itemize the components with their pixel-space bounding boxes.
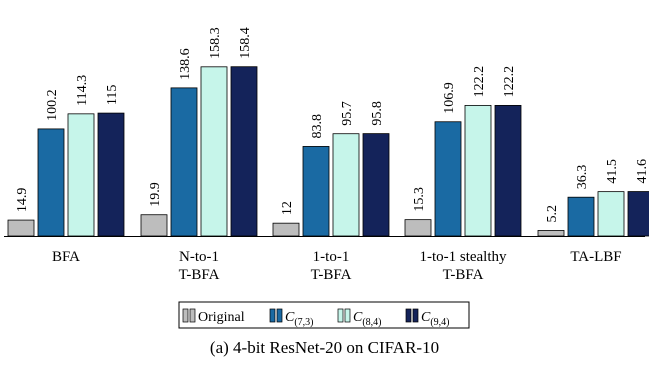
legend-swatch-a bbox=[182, 308, 189, 323]
bar-5-3 bbox=[597, 191, 625, 237]
legend-label: Original bbox=[198, 310, 245, 325]
value-label: 14.9 bbox=[15, 188, 30, 213]
legend-swatch-a bbox=[337, 308, 344, 323]
bar-2-2 bbox=[170, 87, 198, 237]
bar-2-4 bbox=[230, 66, 258, 237]
value-label: 158.4 bbox=[238, 27, 253, 59]
figure-caption: (a) 4-bit ResNet-20 on CIFAR-10 bbox=[209, 338, 440, 357]
legend-label: C(8,4) bbox=[353, 310, 382, 328]
value-label: 36.3 bbox=[575, 165, 590, 190]
bar-5-4 bbox=[627, 191, 649, 237]
value-label: 19.9 bbox=[148, 182, 163, 207]
bar-3-2 bbox=[302, 146, 330, 237]
bar-chart: 14.9 100.2 114.3 115 BFA 19.9 138.6 158.3 158.4 N… bbox=[4, 27, 649, 329]
value-label: 106.9 bbox=[442, 82, 457, 114]
value-label: 83.8 bbox=[310, 114, 325, 139]
value-label: 115 bbox=[105, 85, 120, 105]
category-label: T-BFA bbox=[311, 267, 352, 283]
legend-swatch-b bbox=[412, 308, 419, 323]
value-label: 41.6 bbox=[635, 159, 649, 184]
bar-4-2 bbox=[434, 121, 462, 237]
value-label: 41.5 bbox=[605, 159, 620, 184]
value-label: 5.2 bbox=[545, 205, 560, 223]
legend-label: C(7,3) bbox=[285, 310, 314, 328]
legend-swatch-a bbox=[269, 308, 276, 323]
value-label: 100.2 bbox=[45, 89, 60, 121]
legend-swatch-a bbox=[405, 308, 412, 323]
bar-3-3 bbox=[332, 133, 360, 237]
legend-swatch-b bbox=[189, 308, 196, 323]
bar-1-3 bbox=[67, 113, 95, 237]
category-label: 1-to-1 bbox=[313, 249, 350, 265]
bar-5-1 bbox=[537, 230, 565, 237]
bar-4-4 bbox=[494, 104, 522, 237]
value-label: 12 bbox=[280, 201, 295, 215]
category-label: T-BFA bbox=[179, 267, 220, 283]
bar-4-3 bbox=[464, 104, 492, 237]
legend-swatch-b bbox=[344, 308, 351, 323]
category-label: BFA bbox=[52, 249, 80, 265]
legend-swatch-b bbox=[276, 308, 283, 323]
category-label: 1-to-1 stealthy bbox=[419, 249, 507, 265]
category-label: T-BFA bbox=[443, 267, 484, 283]
value-label: 95.7 bbox=[340, 101, 355, 126]
value-label: 95.8 bbox=[370, 101, 385, 126]
bar-1-1 bbox=[7, 219, 35, 237]
legend: Original C(7,3) C(8,4) C(9,4) bbox=[178, 301, 470, 329]
category-label: TA-LBF bbox=[570, 249, 621, 265]
value-label: 138.6 bbox=[178, 48, 193, 80]
bar-3-4 bbox=[362, 133, 390, 237]
bar-2-1 bbox=[140, 214, 168, 237]
bar-1-4 bbox=[97, 112, 125, 237]
value-label: 122.2 bbox=[502, 66, 517, 98]
value-label: 15.3 bbox=[412, 187, 427, 212]
category-label: N-to-1 bbox=[179, 249, 219, 265]
bar-2-3 bbox=[200, 66, 228, 237]
legend-box bbox=[178, 301, 470, 329]
bar-4-1 bbox=[404, 219, 432, 237]
bar-5-2 bbox=[567, 196, 595, 237]
bar-1-2 bbox=[37, 128, 65, 237]
bar-3-1 bbox=[272, 222, 300, 237]
legend-label: C(9,4) bbox=[421, 310, 450, 328]
value-label: 158.3 bbox=[208, 27, 223, 59]
value-label: 114.3 bbox=[75, 75, 90, 106]
value-label: 122.2 bbox=[472, 66, 487, 98]
